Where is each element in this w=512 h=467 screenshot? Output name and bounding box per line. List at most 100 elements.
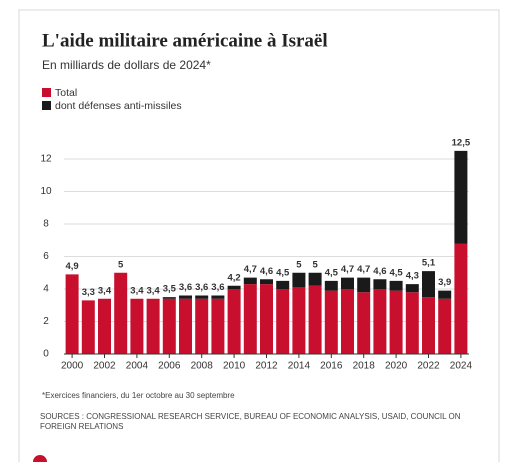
bar-segment [227,285,241,289]
bar-segment [146,298,160,354]
total-label: 3,6 [179,282,192,293]
bar-segment [65,274,79,354]
total-label: 4,7 [357,264,370,275]
bar-segment [260,279,273,285]
bar-segment [405,284,419,293]
x-tick-label: 2010 [223,361,246,372]
total-label: 4,9 [65,261,78,272]
x-tick-label: 2024 [450,361,473,372]
bar-segment [292,272,306,288]
bar-segment [324,280,338,291]
bar-segment [422,271,435,298]
x-tick-label: 2004 [126,361,149,372]
x-tick-label: 2022 [417,361,440,372]
x-tick-label: 2018 [353,361,376,372]
y-tick-label: 2 [43,316,49,327]
total-label: 3,3 [82,287,95,298]
bar-segment [357,277,371,293]
total-label: 3,4 [98,285,112,296]
bar-segment [243,284,257,354]
y-tick-label: 10 [40,186,52,197]
bar-segment [243,277,257,285]
bar-segment [260,284,273,354]
bar-segment [389,290,403,354]
sources: SOURCES : CONGRESSIONAL RESEARCH SERVICE… [40,412,461,431]
total-label: 4,3 [406,271,419,282]
y-tick-label: 8 [43,219,49,230]
total-label: 3,6 [211,282,224,293]
total-label: 5,1 [422,258,436,269]
total-label: 4,5 [389,267,403,278]
total-label: 5 [296,259,302,270]
total-label: 3,4 [146,285,160,296]
x-tick-label: 2002 [93,361,116,372]
bar-segment [454,150,468,244]
y-tick-label: 0 [43,349,49,360]
total-label: 3,5 [163,284,177,295]
x-tick-label: 2006 [158,361,181,372]
bar-segment [405,292,419,354]
bar-segment [211,295,225,299]
bar-segment [341,277,354,289]
bar-segment [195,295,209,299]
total-label: 4,7 [244,264,257,275]
bar-segment [98,298,111,354]
bar-segment [276,280,290,289]
bar-segment [341,289,354,354]
bar-segment [130,298,144,354]
bar-segment [438,290,452,299]
x-tick-label: 2000 [61,361,84,372]
footnote: *Exercices financiers, du 1er octobre au… [42,391,235,400]
total-label: 3,4 [130,285,144,296]
bar-segment [438,298,452,354]
total-label: 4,5 [325,267,339,278]
y-tick-label: 12 [40,154,52,165]
total-label: 12,5 [452,137,471,148]
legend-swatch [42,101,51,110]
bar-segment [373,279,387,289]
bar-segment [195,298,209,354]
total-label: 5 [312,259,318,270]
total-label: 4,2 [227,272,240,283]
x-tick-label: 2008 [191,361,214,372]
total-label: 4,6 [260,266,273,277]
bar-segment [422,297,435,354]
bar-segment [162,298,176,354]
legend-label: Total [55,87,77,99]
bar-segment [211,298,225,354]
chart-subtitle: En milliards de dollars de 2024* [42,58,211,72]
bar-segment [276,289,290,354]
total-label: 5 [118,259,124,270]
chart-title: L'aide militaire américaine à Israël [42,30,328,51]
y-tick-label: 4 [43,284,49,295]
card [18,9,500,467]
total-label: 4,5 [276,267,290,278]
bar-segment [227,289,241,354]
bar-segment [179,295,192,299]
legend-label: dont défenses anti-missiles [55,100,182,112]
bar-segment [454,243,468,354]
bar-segment [114,272,128,354]
bar-segment [308,272,322,286]
bar-segment [162,297,176,299]
total-label: 3,6 [195,282,208,293]
x-tick-label: 2012 [255,361,278,372]
x-tick-label: 2016 [320,361,343,372]
total-label: 4,6 [373,266,386,277]
bar-segment [179,298,192,354]
legend-swatch [42,88,51,97]
bar-segment [389,280,403,291]
bar-segment [308,285,322,354]
y-tick-label: 6 [43,251,49,262]
x-tick-label: 2020 [385,361,408,372]
bar-segment [357,292,371,354]
bar-segment [292,287,306,354]
sources-box: SOURCES : CONGRESSIONAL RESEARCH SERVICE… [40,412,461,431]
bar-segment [324,290,338,354]
x-tick-label: 2014 [288,361,311,372]
total-label: 3,9 [438,277,451,288]
bar-segment [373,289,387,354]
total-label: 4,7 [341,264,354,275]
bar-segment [81,300,95,354]
